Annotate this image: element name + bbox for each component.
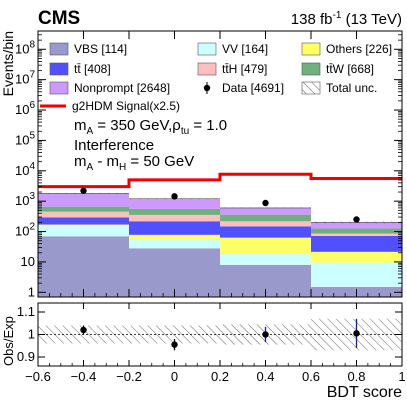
bar-nonprompt-bin-0 <box>38 193 129 207</box>
legend-data-marker <box>203 84 211 92</box>
main-x-ticks <box>37 31 403 297</box>
interference-label: Interference <box>74 137 154 154</box>
bar-vv-bin-3 <box>311 262 402 287</box>
bar-vv-bin-1 <box>129 239 220 249</box>
main-ytick-label-2: 102 <box>15 222 35 239</box>
legend-label-tt: tt̄ [408] <box>74 62 111 76</box>
ratio-xtick-label-1: −0.4 <box>71 369 97 384</box>
bar-others-bin-1 <box>129 234 220 240</box>
data-point-0 <box>80 187 87 194</box>
bar-tt-bin-3 <box>311 235 402 252</box>
signal-line <box>38 172 402 189</box>
ratio-xtick-label-7: 0.8 <box>347 369 365 384</box>
main-y-ticks: 1 10 102 103 104 105 106 107 108 <box>15 30 402 299</box>
data-point-3 <box>353 216 360 223</box>
bar-others-bin-2 <box>220 237 311 255</box>
data-point-1 <box>171 193 178 200</box>
legend-label-others: Others [226] <box>326 42 392 56</box>
legend-swatch-vv <box>197 42 217 56</box>
main-ytick-label-6: 106 <box>15 100 35 117</box>
bar-others-bin-0 <box>38 224 129 227</box>
bar-vbs-bin-0 <box>38 236 129 297</box>
main-ytick-label-7: 107 <box>15 70 35 87</box>
ratio-ytick-label-0: 0.9 <box>17 349 35 364</box>
x-axis-title: BDT score <box>327 384 402 401</box>
ratio-ytick-label-1: 1 <box>28 327 35 342</box>
legend-swatch-tth <box>197 62 217 76</box>
legend-label-signal: g2HDM Signal(x2.5) <box>72 99 180 113</box>
legend-swatch-nonprompt <box>49 81 69 95</box>
mass-diff-label: mA - mH = 50 GeV <box>74 153 194 173</box>
legend-label-tth: tt̄H [479] <box>222 62 267 76</box>
ratio-point-3 <box>353 330 360 337</box>
main-ytick-label-8: 108 <box>15 39 35 56</box>
legend-label-data: Data [4691] <box>222 81 284 95</box>
ratio-xtick-label-8: 1 <box>398 369 405 384</box>
bar-tth-bin-1 <box>129 214 220 222</box>
ratio-xtick-label-5: 0.4 <box>256 369 274 384</box>
bar-tth-bin-2 <box>220 221 311 227</box>
main-ytick-label-1: 10 <box>21 254 35 269</box>
ratio-xtick-label-3: 0 <box>171 369 178 384</box>
legend-swatch-totalunc <box>301 81 321 95</box>
bar-nonprompt-bin-2 <box>220 207 311 215</box>
legend-label-totalunc: Total unc. <box>326 81 377 95</box>
legend-swatch-vbs <box>49 42 69 56</box>
ratio-xtick-label-4: 0.2 <box>211 369 229 384</box>
bar-tt-bin-0 <box>38 217 129 225</box>
main-ytick-label-5: 105 <box>15 130 35 147</box>
ratio-x-ticks: −0.6 −0.4 −0.2 0 0.2 0.4 0.6 0.8 1 <box>25 303 406 384</box>
signal-step <box>38 172 402 189</box>
ratio-point-0 <box>80 326 87 334</box>
bar-vv-bin-0 <box>38 226 129 237</box>
ratio-xtick-label-6: 0.6 <box>302 369 320 384</box>
annotation-block: mA = 350 GeV,ρtu = 1.0 Interference mA -… <box>74 117 227 173</box>
ratio-xtick-label-0: −0.6 <box>25 369 51 384</box>
main-y-axis-title: Events/bin <box>0 31 16 96</box>
legend-label-vbs: VBS [114] <box>74 42 127 56</box>
main-panel: 1 10 102 103 104 105 106 107 108 Events/bin VBS … <box>0 30 403 299</box>
main-ytick-label-4: 104 <box>15 161 35 178</box>
ratio-y-ticks: 0.9 1 1.1 <box>17 304 402 364</box>
bar-ttw-bin-0 <box>38 206 129 212</box>
bar-tt-bin-2 <box>220 226 311 238</box>
legend-label-vv: VV [164] <box>222 42 268 56</box>
legend-swatch-ttw <box>301 62 321 76</box>
main-ytick-label-3: 103 <box>15 191 35 208</box>
ratio-xtick-label-2: −0.2 <box>116 369 142 384</box>
experiment-label: CMS <box>38 8 80 29</box>
legend-swatch-others <box>301 42 321 56</box>
luminosity-label: 138 fb-1 (13 TeV) <box>291 10 402 28</box>
legend-label-nonprompt: Nonprompt [2648] <box>74 81 170 95</box>
bar-others-bin-3 <box>311 251 402 263</box>
bar-vv-bin-2 <box>220 254 311 265</box>
ratio-point-2 <box>262 331 269 338</box>
legend-label-ttw: tt̄W [668] <box>326 62 374 76</box>
ratio-points <box>80 318 360 351</box>
ratio-ytick-label-2: 1.1 <box>17 304 35 319</box>
stacked-bars <box>38 193 402 297</box>
main-ytick-label-0: 1 <box>28 284 35 299</box>
data-point-2 <box>262 199 269 207</box>
bar-nonprompt-bin-1 <box>129 198 220 209</box>
ratio-panel: 0.9 1 1.1 −0.6 −0.4 −0.2 0 0.2 0.4 0.6 0.8 1 Obs/E… <box>1 302 406 401</box>
bar-ttw-bin-3 <box>311 228 402 234</box>
legend: VBS [114] VV [164] Others [226] tt̄ [408] tt… <box>40 42 392 113</box>
ratio-y-axis-title: Obs/Exp <box>1 316 16 366</box>
bar-nonprompt-bin-3 <box>311 222 402 229</box>
bar-tth-bin-3 <box>311 233 402 236</box>
mass-point-label: mA = 350 GeV,ρtu = 1.0 <box>74 117 227 137</box>
bar-ttw-bin-1 <box>129 208 220 215</box>
legend-swatch-tt <box>49 62 69 76</box>
ratio-point-1 <box>171 341 178 348</box>
bar-ttw-bin-2 <box>220 214 311 222</box>
bar-tth-bin-0 <box>38 211 129 218</box>
bar-vbs-bin-1 <box>129 248 220 297</box>
bar-tt-bin-1 <box>129 221 220 235</box>
data-points <box>80 187 360 223</box>
